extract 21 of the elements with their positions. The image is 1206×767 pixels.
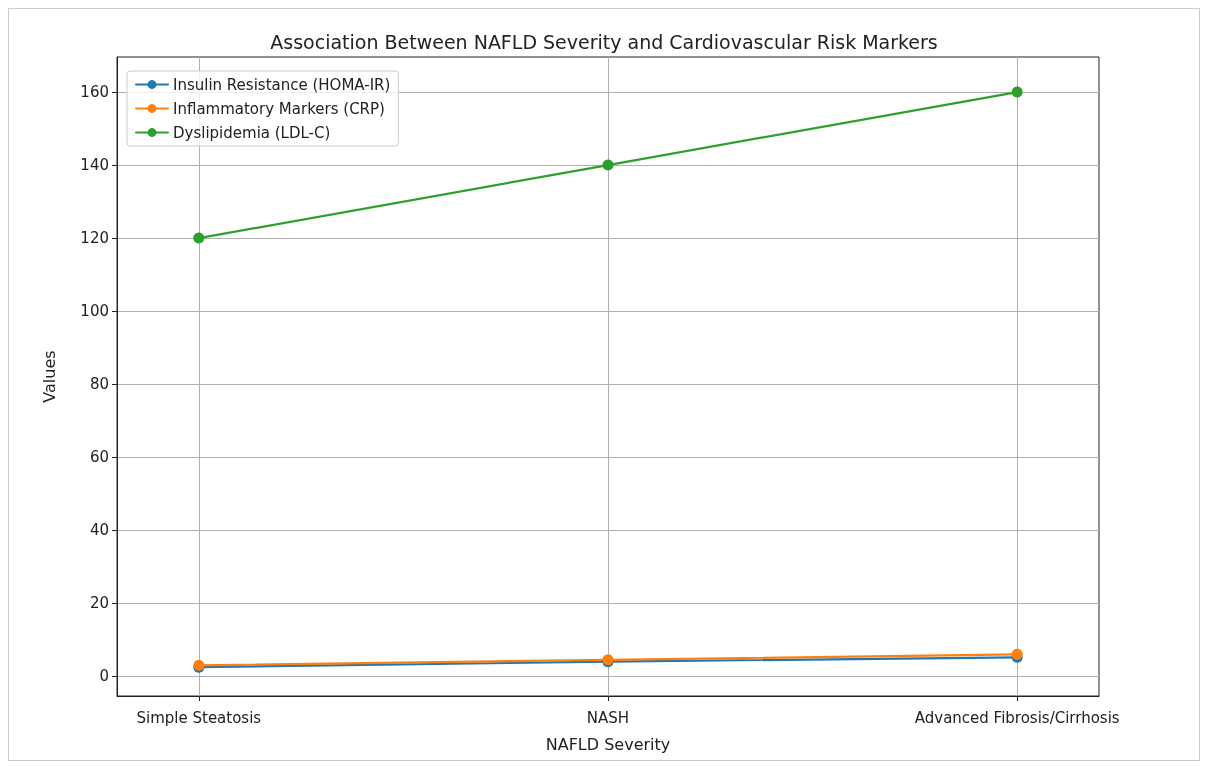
legend-label: Insulin Resistance (HOMA-IR) <box>173 75 391 94</box>
y-tick-label: 20 <box>89 594 109 613</box>
point <box>602 159 614 171</box>
legend-label: Inflammatory Markers (CRP) <box>173 99 385 118</box>
y-tick-label: 140 <box>80 156 109 175</box>
x-tick-label: NASH <box>586 708 630 727</box>
x-axis-title: NAFLD Severity <box>545 734 671 754</box>
y-tick-label: 160 <box>80 83 109 102</box>
y-tick-label: 0 <box>99 667 109 686</box>
x-tick-label: Advanced Fibrosis/Cirrhosis <box>914 708 1120 727</box>
y-axis-title: Values <box>39 350 59 403</box>
chart-title: Association Between NAFLD Severity and Cardiovascular Risk Markers <box>270 30 938 53</box>
y-tick-label: 120 <box>80 229 109 248</box>
x-tick-label: Simple Steatosis <box>136 708 262 727</box>
y-tick-label: 60 <box>89 448 109 467</box>
y-tick-label: 40 <box>89 521 109 540</box>
legend-label: Dyslipidemia (LDL-C) <box>173 123 331 142</box>
y-tick-label: 80 <box>89 375 109 394</box>
y-tick-label: 100 <box>80 302 109 321</box>
point <box>193 232 205 244</box>
point <box>1011 86 1023 98</box>
